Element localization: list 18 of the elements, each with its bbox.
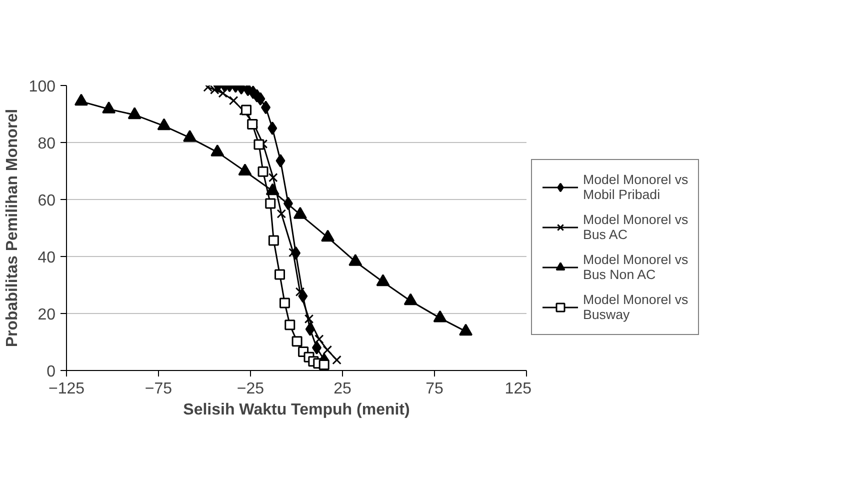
legend-label: Model Monorel vs Mobil Pribadi: [583, 171, 688, 204]
y-tick-label: 100: [28, 78, 56, 96]
y-tick-label: 80: [38, 136, 56, 152]
y-tick-label: 0: [46, 364, 56, 380]
x-tick-label: 75: [426, 380, 444, 398]
y-tick-label: 60: [38, 192, 56, 210]
legend-label: Model Monorel vs Bus Non AC: [583, 251, 688, 284]
legend-label: Model Monorel vs Busway: [583, 291, 688, 324]
x-tick-label: 125: [504, 380, 532, 398]
legend-label: Model Monorel vs Bus AC: [583, 211, 688, 244]
y-tick-label: 20: [38, 306, 56, 324]
x-tick-label: −25: [236, 380, 264, 398]
x-tick-label: 25: [334, 380, 352, 398]
x-tick-label: −125: [48, 380, 85, 398]
y-tick-label: 40: [38, 250, 56, 266]
x-axis-title: Selisih Waktu Tempuh (menit): [183, 402, 410, 418]
x-tick-label: −75: [144, 380, 172, 398]
y-axis-title: Probabilitas Pemilihan Monorel: [4, 108, 21, 348]
